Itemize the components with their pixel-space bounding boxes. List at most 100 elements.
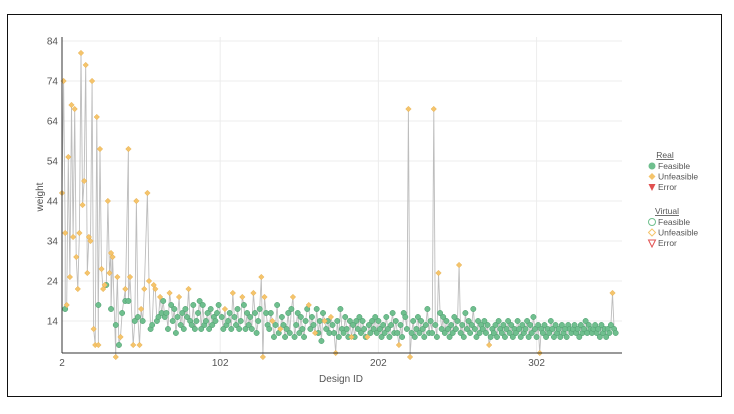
data-point-feasible[interactable] — [592, 322, 599, 328]
data-point-feasible[interactable] — [475, 318, 481, 324]
data-point-feasible[interactable] — [378, 334, 385, 340]
data-point-unfeasible[interactable] — [156, 293, 164, 301]
data-point-feasible[interactable] — [125, 298, 132, 304]
data-point-unfeasible[interactable] — [104, 197, 111, 205]
data-point-feasible[interactable] — [307, 326, 314, 332]
data-point-feasible[interactable] — [533, 334, 540, 340]
data-point-unfeasible[interactable] — [152, 285, 159, 293]
data-point-feasible[interactable] — [335, 334, 342, 340]
data-point-unfeasible[interactable] — [185, 285, 192, 293]
data-point-feasible[interactable] — [375, 318, 382, 324]
data-point-feasible[interactable] — [532, 326, 538, 332]
data-point-feasible[interactable] — [539, 330, 546, 336]
data-point-feasible[interactable] — [283, 326, 290, 332]
data-point-feasible[interactable] — [384, 326, 391, 332]
data-point-feasible[interactable] — [494, 334, 500, 340]
data-point-unfeasible[interactable] — [73, 253, 80, 261]
data-point-unfeasible[interactable] — [250, 289, 257, 297]
data-point-unfeasible[interactable] — [112, 353, 119, 361]
data-point-feasible[interactable] — [516, 326, 523, 332]
data-point-feasible[interactable] — [160, 298, 167, 304]
data-point-feasible[interactable] — [313, 306, 320, 312]
data-point-unfeasible[interactable] — [82, 61, 89, 69]
data-point-unfeasible[interactable] — [79, 201, 86, 209]
data-point-feasible[interactable] — [337, 306, 344, 312]
data-point-feasible[interactable] — [546, 330, 553, 336]
data-point-unfeasible[interactable] — [76, 229, 83, 237]
data-point-feasible[interactable] — [543, 334, 550, 340]
data-point-feasible[interactable] — [527, 322, 534, 328]
data-point-feasible[interactable] — [418, 318, 425, 324]
data-point-feasible[interactable] — [184, 314, 190, 320]
data-point-feasible[interactable] — [549, 326, 556, 332]
data-point-feasible[interactable] — [95, 302, 102, 308]
data-point-feasible[interactable] — [500, 322, 507, 328]
data-point-feasible[interactable] — [296, 330, 303, 336]
data-point-feasible[interactable] — [237, 318, 244, 324]
data-point-feasible[interactable] — [501, 334, 508, 340]
data-point-feasible[interactable] — [191, 326, 198, 332]
data-point-feasible[interactable] — [607, 322, 614, 328]
data-point-feasible[interactable] — [177, 322, 184, 328]
data-point-unfeasible[interactable] — [117, 333, 124, 341]
data-point-feasible[interactable] — [481, 318, 488, 324]
data-point-feasible[interactable] — [112, 322, 119, 328]
data-point-feasible[interactable] — [555, 326, 562, 332]
data-point-feasible[interactable] — [416, 330, 423, 336]
data-point-unfeasible[interactable] — [133, 197, 140, 205]
data-point-feasible[interactable] — [188, 322, 195, 328]
data-point-unfeasible[interactable] — [98, 265, 105, 273]
data-point-feasible[interactable] — [285, 310, 292, 316]
data-point-feasible[interactable] — [443, 318, 450, 324]
data-point-feasible[interactable] — [377, 326, 383, 332]
data-point-unfeasible[interactable] — [66, 273, 73, 281]
data-point-feasible[interactable] — [484, 322, 491, 328]
data-point-feasible[interactable] — [356, 314, 363, 320]
data-point-feasible[interactable] — [392, 318, 399, 324]
data-point-feasible[interactable] — [174, 314, 181, 320]
data-point-feasible[interactable] — [310, 322, 317, 328]
data-point-feasible[interactable] — [427, 318, 434, 324]
data-point-feasible[interactable] — [574, 326, 581, 332]
data-point-feasible[interactable] — [365, 322, 372, 328]
data-point-feasible[interactable] — [207, 306, 214, 312]
data-point-feasible[interactable] — [220, 326, 227, 332]
data-point-unfeasible[interactable] — [77, 49, 85, 57]
data-point-feasible[interactable] — [563, 334, 570, 340]
data-point-feasible[interactable] — [508, 322, 515, 328]
data-point-unfeasible[interactable] — [258, 273, 265, 281]
data-point-feasible[interactable] — [440, 314, 447, 320]
data-point-unfeasible[interactable] — [348, 333, 355, 341]
data-point-feasible[interactable] — [446, 334, 453, 340]
data-point-feasible[interactable] — [473, 334, 480, 340]
data-point-feasible[interactable] — [196, 298, 203, 304]
data-point-feasible[interactable] — [212, 318, 219, 324]
data-point-feasible[interactable] — [449, 330, 456, 336]
data-point-feasible[interactable] — [487, 334, 494, 340]
data-point-unfeasible[interactable] — [229, 289, 236, 297]
data-point-feasible[interactable] — [318, 338, 325, 344]
data-point-unfeasible[interactable] — [175, 293, 183, 301]
data-point-unfeasible[interactable] — [261, 293, 268, 301]
data-point-feasible[interactable] — [245, 322, 252, 328]
data-point-feasible[interactable] — [182, 306, 189, 312]
data-point-feasible[interactable] — [165, 326, 171, 332]
data-point-feasible[interactable] — [234, 306, 241, 312]
data-point-unfeasible[interactable] — [63, 301, 70, 309]
data-point-feasible[interactable] — [215, 302, 222, 308]
data-point-unfeasible[interactable] — [65, 153, 72, 161]
data-point-feasible[interactable] — [274, 302, 281, 308]
data-point-feasible[interactable] — [354, 326, 361, 332]
data-point-feasible[interactable] — [288, 306, 295, 312]
data-point-feasible[interactable] — [582, 318, 589, 324]
data-point-feasible[interactable] — [410, 318, 417, 324]
data-point-feasible[interactable] — [468, 322, 475, 328]
data-point-feasible[interactable] — [367, 330, 374, 336]
data-point-unfeasible[interactable] — [239, 293, 246, 301]
data-point-feasible[interactable] — [467, 330, 474, 336]
data-point-feasible[interactable] — [437, 310, 444, 316]
data-point-feasible[interactable] — [171, 306, 178, 312]
data-point-feasible[interactable] — [225, 318, 232, 324]
data-point-feasible[interactable] — [380, 322, 387, 328]
data-point-feasible[interactable] — [169, 318, 176, 324]
